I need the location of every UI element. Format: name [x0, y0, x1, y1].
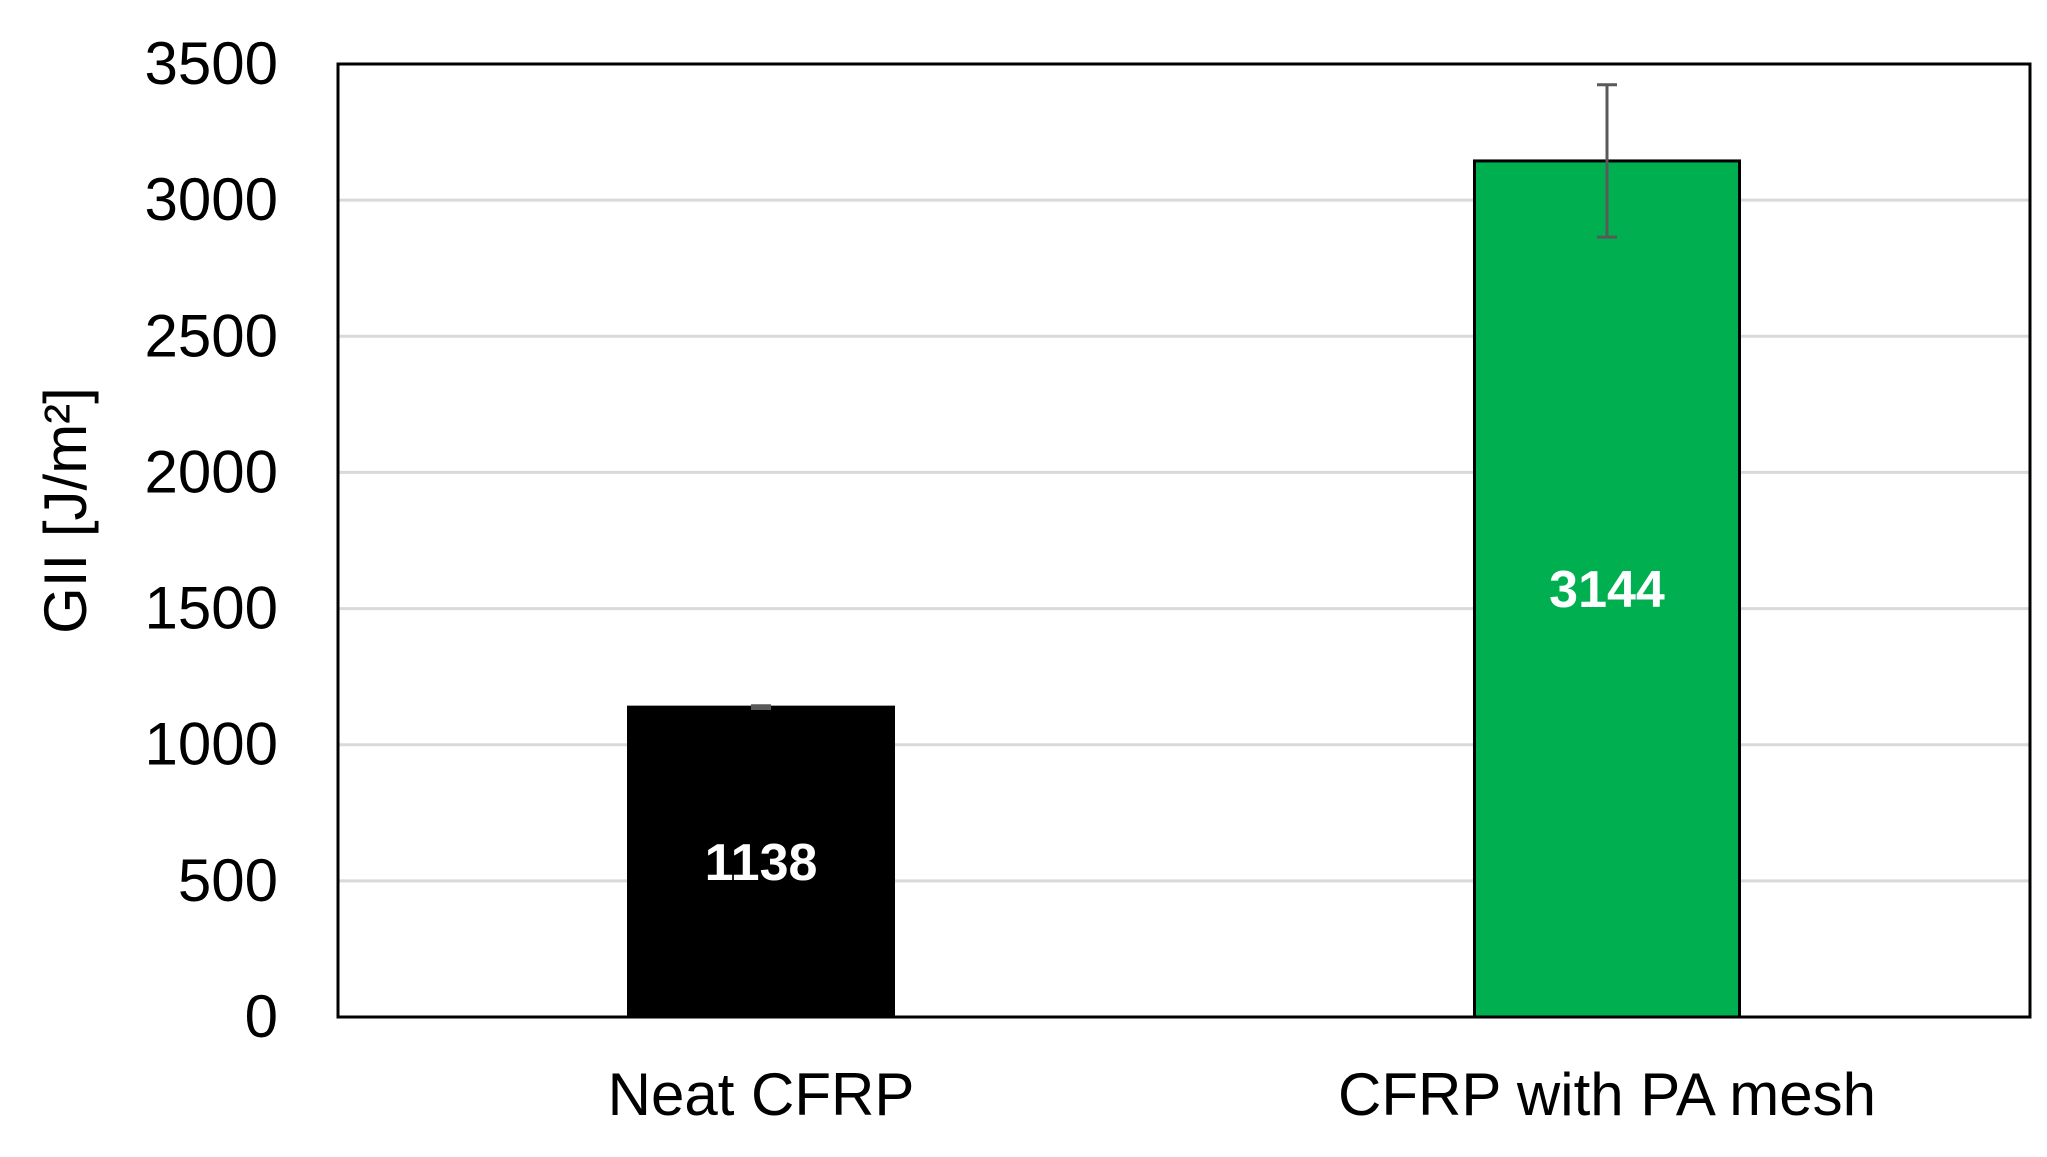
y-tick-label: 2500 [145, 302, 278, 369]
data-label: 1138 [705, 834, 818, 892]
data-labels: 1138 3144 [705, 561, 1665, 892]
bars [627, 159, 1741, 1019]
y-axis-title: GII [J/m²] [32, 387, 99, 634]
y-tick-label: 1000 [145, 711, 278, 778]
data-label: 3144 [1549, 561, 1665, 619]
gridlines [338, 198, 2030, 883]
plot-area-frame [336, 62, 2032, 1019]
y-axis-tick-labels: 0 500 1000 1500 2000 2500 3000 3500 [145, 30, 278, 1050]
x-category-label: CFRP with PA mesh [1338, 1061, 1876, 1128]
y-tick-label: 2000 [145, 438, 278, 505]
y-tick-label: 3500 [145, 30, 278, 97]
y-tick-label: 0 [245, 983, 278, 1050]
y-tick-label: 500 [178, 847, 278, 914]
bar [1473, 159, 1741, 1019]
error-bars [751, 83, 1617, 711]
y-tick-label: 3000 [145, 166, 278, 233]
x-axis-category-labels: Neat CFRP CFRP with PA mesh [608, 1061, 1876, 1128]
x-category-label: Neat CFRP [608, 1061, 915, 1128]
y-tick-label: 1500 [145, 575, 278, 642]
